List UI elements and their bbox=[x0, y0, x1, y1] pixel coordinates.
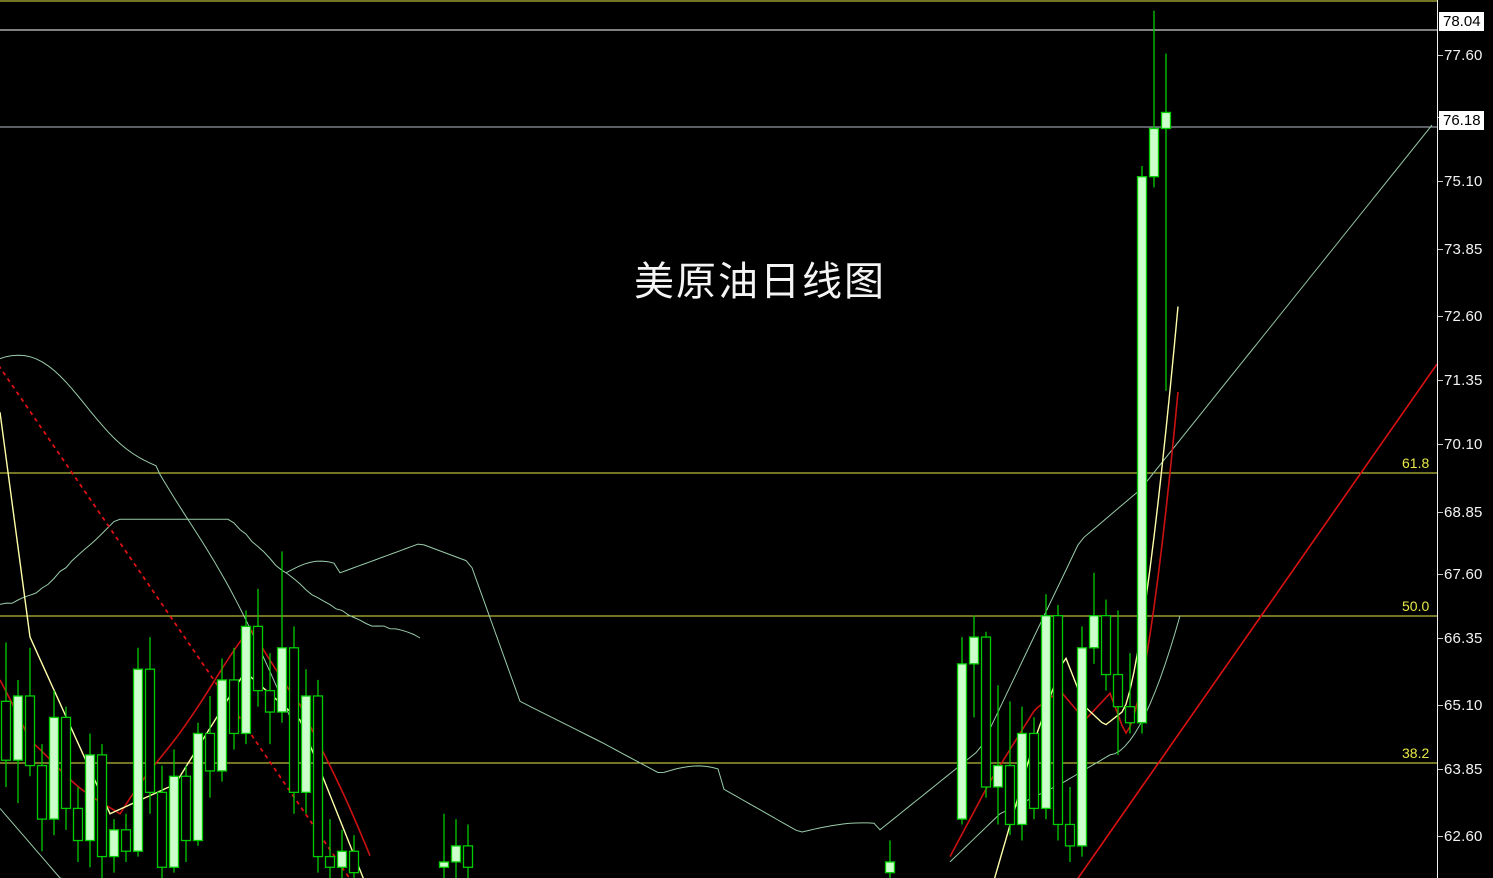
axis-tickmark bbox=[1438, 836, 1443, 837]
axis-tickmark bbox=[1438, 638, 1443, 639]
descending-trendline[interactable] bbox=[0, 359, 375, 878]
candle-body[interactable] bbox=[312, 695, 324, 858]
chart-title: 美原油日线图 bbox=[634, 259, 886, 304]
candle-body[interactable] bbox=[1124, 706, 1136, 724]
candle-body[interactable] bbox=[216, 679, 228, 772]
axis-tick-label: 75.10 bbox=[1444, 173, 1483, 190]
bollinger-mid-left bbox=[0, 518, 421, 639]
candle-body[interactable] bbox=[144, 668, 156, 793]
candle-body[interactable] bbox=[956, 663, 968, 820]
candle-body[interactable] bbox=[1100, 615, 1112, 676]
candle-body[interactable] bbox=[450, 845, 462, 863]
price-axis[interactable]: 77.6076.3575.1073.8572.6071.3570.1068.85… bbox=[1437, 0, 1493, 878]
axis-tick-label: 72.60 bbox=[1444, 308, 1483, 325]
candle-body[interactable] bbox=[1112, 673, 1124, 708]
candle-body[interactable] bbox=[48, 716, 60, 820]
candle-body[interactable] bbox=[288, 647, 300, 793]
candle-body[interactable] bbox=[12, 695, 24, 761]
axis-tick-label: 67.60 bbox=[1444, 566, 1483, 583]
candle-body[interactable] bbox=[252, 625, 264, 692]
candle-body[interactable] bbox=[968, 636, 980, 665]
candle-body[interactable] bbox=[72, 807, 84, 842]
candle-body[interactable] bbox=[1004, 764, 1016, 826]
axis-tickmark bbox=[1438, 380, 1443, 381]
candle-body[interactable] bbox=[108, 829, 120, 858]
candle-body[interactable] bbox=[1052, 615, 1064, 826]
candle-body[interactable] bbox=[324, 855, 336, 868]
axis-tickmark bbox=[1438, 249, 1443, 250]
axis-tickmark bbox=[1438, 444, 1443, 445]
candle-body[interactable] bbox=[884, 861, 896, 874]
candlestick-series bbox=[0, 10, 1172, 878]
candle-body[interactable] bbox=[96, 754, 108, 858]
candle-body[interactable] bbox=[228, 679, 240, 735]
axis-tickmark bbox=[1438, 769, 1443, 770]
candle-body[interactable] bbox=[1064, 823, 1076, 847]
candle-body[interactable] bbox=[264, 689, 276, 713]
axis-tickmark bbox=[1438, 55, 1443, 56]
axis-tickmark bbox=[1438, 181, 1443, 182]
candle-body[interactable] bbox=[156, 791, 168, 868]
candle-body[interactable] bbox=[336, 850, 348, 868]
candle-body[interactable] bbox=[1136, 176, 1148, 724]
candle-body[interactable] bbox=[1016, 732, 1028, 826]
axis-tick-label: 62.60 bbox=[1444, 828, 1483, 845]
candle-body[interactable] bbox=[276, 647, 288, 713]
axis-tick-label: 68.85 bbox=[1444, 504, 1483, 521]
axis-tick-label: 77.60 bbox=[1444, 47, 1483, 64]
candle-body[interactable] bbox=[36, 764, 48, 820]
fib-level-label: 61.8 bbox=[1402, 455, 1430, 471]
candle-body[interactable] bbox=[120, 829, 132, 852]
candle-body[interactable] bbox=[192, 732, 204, 842]
axis-tickmark bbox=[1438, 705, 1443, 706]
axis-tick-label: 73.85 bbox=[1444, 241, 1483, 258]
bollinger-upper-left bbox=[0, 354, 299, 736]
candle-body[interactable] bbox=[204, 732, 216, 772]
candle-body[interactable] bbox=[0, 700, 12, 761]
candle-body[interactable] bbox=[1028, 732, 1040, 810]
chart-plot-area[interactable] bbox=[0, 0, 1437, 878]
candle-body[interactable] bbox=[300, 695, 312, 793]
candle-body[interactable] bbox=[348, 850, 360, 874]
axis-tick-label: 70.10 bbox=[1444, 436, 1483, 453]
candle-body[interactable] bbox=[132, 668, 144, 852]
candle-body[interactable] bbox=[84, 754, 96, 842]
candle-body[interactable] bbox=[1076, 647, 1088, 847]
candle-body[interactable] bbox=[168, 775, 180, 868]
candle-body[interactable] bbox=[180, 775, 192, 842]
candle-body[interactable] bbox=[1148, 127, 1160, 178]
fib-level-label: 50.0 bbox=[1402, 598, 1430, 614]
candle-body[interactable] bbox=[1088, 615, 1100, 649]
axis-tick-label: 65.10 bbox=[1444, 697, 1483, 714]
axis-tickmark bbox=[1438, 512, 1443, 513]
axis-tick-label: 63.85 bbox=[1444, 761, 1483, 778]
candlestick-canvas bbox=[0, 0, 1437, 878]
price-tag-high[interactable]: 78.04 bbox=[1439, 12, 1484, 31]
candle-body[interactable] bbox=[1040, 615, 1052, 810]
ascending-trendline[interactable] bbox=[1052, 363, 1437, 878]
candle-body[interactable] bbox=[992, 764, 1004, 788]
candle-body[interactable] bbox=[1160, 111, 1172, 130]
candle-body[interactable] bbox=[24, 695, 36, 767]
bollinger-upper-long bbox=[285, 124, 1433, 833]
axis-tick-label: 71.35 bbox=[1444, 372, 1483, 389]
axis-tickmark bbox=[1438, 316, 1443, 317]
price-tag-current[interactable]: 76.18 bbox=[1439, 111, 1484, 130]
ma-fast-left bbox=[0, 412, 364, 878]
candle-body[interactable] bbox=[462, 845, 474, 868]
candle-body[interactable] bbox=[60, 716, 72, 810]
candle-body[interactable] bbox=[980, 636, 992, 788]
candle-body[interactable] bbox=[240, 625, 252, 735]
candle-body[interactable] bbox=[438, 861, 450, 868]
fib-level-label: 38.2 bbox=[1402, 745, 1430, 761]
axis-tick-label: 66.35 bbox=[1444, 630, 1483, 647]
axis-tickmark bbox=[1438, 574, 1443, 575]
